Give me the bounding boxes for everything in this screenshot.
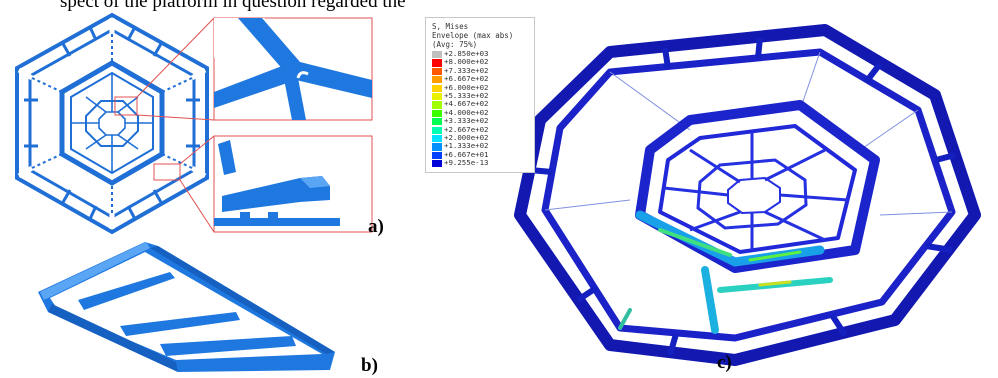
trapezoid-module-3d xyxy=(38,242,335,372)
legend-color-swatch xyxy=(432,67,442,75)
legend-value: +6.667e+02 xyxy=(444,74,489,84)
cut-off-caption-text: spect of the platform in question regard… xyxy=(60,0,406,12)
fem-stress-plot xyxy=(514,24,981,366)
legend-title-line1: S, Mises xyxy=(432,22,469,31)
legend-color-swatch xyxy=(432,101,442,109)
stress-legend: S, Mises Envelope (max abs) (Avg: 75%) +… xyxy=(425,17,535,173)
legend-value: +5.333e+02 xyxy=(444,91,489,100)
legend-value: +2.850e+03 xyxy=(444,49,489,58)
legend-value: +9.255e-13 xyxy=(444,158,489,168)
legend-title-line3: (Avg: 75%) xyxy=(432,40,478,49)
panel-label-c: c) xyxy=(717,352,732,373)
legend-value: +4.667e+02 xyxy=(444,99,489,109)
legend-value: +2.000e+02 xyxy=(444,133,489,142)
legend-value: +6.667e+01 xyxy=(444,149,489,159)
legend-color-swatch xyxy=(432,135,442,143)
legend-color-swatch xyxy=(432,118,442,126)
legend-value: +4.000e+02 xyxy=(444,107,489,117)
panel-label-a: a) xyxy=(368,216,384,237)
legend-color-swatch xyxy=(432,160,442,168)
zoom-detail-2 xyxy=(213,135,373,233)
legend-color-swatch xyxy=(432,51,442,59)
legend-color-swatch xyxy=(432,59,442,67)
zoom-indicators xyxy=(114,17,215,233)
legend-value: +2.667e+02 xyxy=(444,124,489,134)
zoom-detail-1 xyxy=(213,17,373,121)
legend-color-swatch xyxy=(432,76,442,84)
legend-color-swatch xyxy=(432,143,442,151)
legend-color-swatch xyxy=(432,84,442,92)
hexagon-top-view xyxy=(15,12,209,235)
legend-color-swatch xyxy=(432,151,442,159)
legend-value: +6.000e+02 xyxy=(444,82,489,92)
legend-value: +8.000e+02 xyxy=(444,57,489,67)
legend-color-swatch xyxy=(432,126,442,134)
legend-value: +1.333e+02 xyxy=(444,141,489,151)
legend-value: +3.333e+02 xyxy=(444,116,489,126)
legend-color-swatch xyxy=(432,93,442,101)
panel-label-b: b) xyxy=(361,355,378,376)
legend-color-swatch xyxy=(432,109,442,117)
legend-value: +7.333e+02 xyxy=(444,65,489,75)
legend-title-line2: Envelope (max abs) xyxy=(432,31,514,40)
